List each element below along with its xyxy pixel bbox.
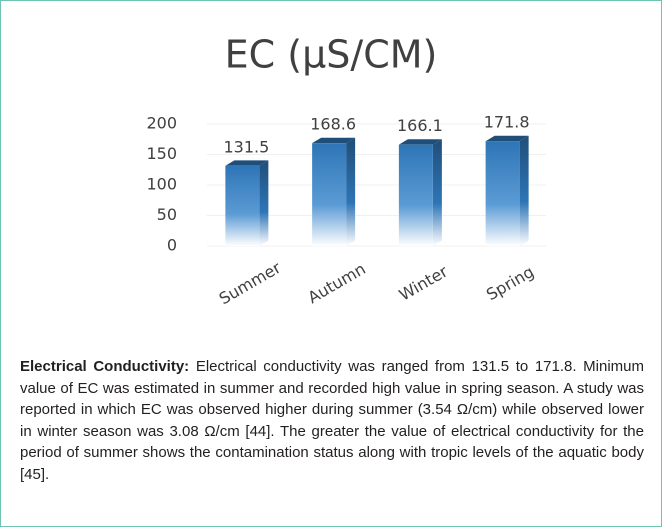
bar-top bbox=[485, 135, 529, 142]
y-tick-label: 50 bbox=[157, 205, 177, 224]
bar-top bbox=[398, 139, 442, 145]
y-tick-label: 150 bbox=[146, 144, 177, 163]
value-label: 171.8 bbox=[484, 113, 530, 132]
x-tick-label: Spring bbox=[483, 262, 537, 304]
bar-side bbox=[259, 160, 269, 246]
bar-side bbox=[346, 137, 356, 246]
value-label: 131.5 bbox=[223, 137, 269, 156]
chart: EC (µS/CM) 0 50 100 150 200 Summer 131.5 Autumn… bbox=[146, 33, 546, 309]
x-tick-label: Winter bbox=[396, 262, 452, 305]
x-tick-label: Autumn bbox=[304, 259, 368, 307]
chart-title: EC (µS/CM) bbox=[225, 33, 438, 77]
caption-text: Electrical conductivity was ranged from … bbox=[20, 358, 645, 483]
bar-side bbox=[519, 135, 529, 246]
y-tick-label: 200 bbox=[146, 114, 177, 133]
bar-top bbox=[225, 160, 269, 166]
bar bbox=[485, 141, 520, 246]
value-label: 168.6 bbox=[310, 115, 356, 134]
bar-top bbox=[312, 137, 356, 144]
bar bbox=[225, 165, 260, 246]
bar bbox=[312, 143, 347, 246]
value-label: 166.1 bbox=[397, 116, 443, 135]
caption-heading: Electrical Conductivity: bbox=[20, 358, 190, 375]
caption: Electrical Conductivity: Electrical cond… bbox=[20, 356, 644, 485]
y-tick-label: 0 bbox=[167, 236, 177, 255]
bar-side bbox=[432, 139, 442, 246]
x-tick-label: Summer bbox=[216, 258, 285, 309]
bar bbox=[398, 144, 433, 246]
y-tick-label: 100 bbox=[146, 175, 177, 194]
